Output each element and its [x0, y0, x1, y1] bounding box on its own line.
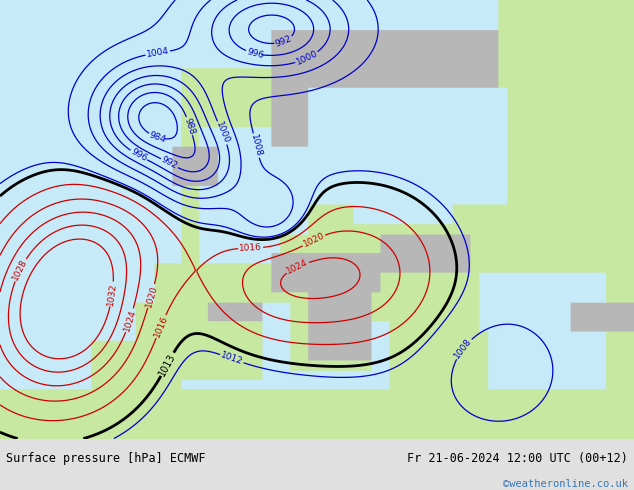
Text: ©weatheronline.co.uk: ©weatheronline.co.uk	[503, 479, 628, 489]
Text: 1028: 1028	[11, 258, 29, 282]
Text: Surface pressure [hPa] ECMWF: Surface pressure [hPa] ECMWF	[6, 452, 206, 465]
Text: 1016: 1016	[239, 243, 262, 253]
Text: 1020: 1020	[302, 231, 326, 249]
Text: 1024: 1024	[285, 258, 309, 276]
Text: 992: 992	[160, 155, 179, 171]
Text: 1016: 1016	[152, 314, 169, 339]
Text: 996: 996	[129, 147, 148, 164]
Text: 1012: 1012	[219, 351, 244, 367]
Text: 1000: 1000	[295, 49, 320, 67]
Text: Fr 21-06-2024 12:00 UTC (00+12): Fr 21-06-2024 12:00 UTC (00+12)	[407, 452, 628, 465]
Text: 996: 996	[245, 47, 264, 60]
Text: 1000: 1000	[214, 121, 231, 145]
Text: 984: 984	[148, 130, 167, 145]
Text: 1008: 1008	[453, 337, 474, 361]
Text: 992: 992	[274, 34, 294, 49]
Text: 1032: 1032	[107, 282, 119, 306]
Text: 1024: 1024	[122, 308, 138, 333]
Text: 1020: 1020	[144, 284, 158, 308]
Text: 988: 988	[183, 117, 197, 136]
Text: 1004: 1004	[146, 47, 170, 59]
Text: 1013: 1013	[157, 351, 178, 377]
Text: 1008: 1008	[249, 133, 263, 158]
